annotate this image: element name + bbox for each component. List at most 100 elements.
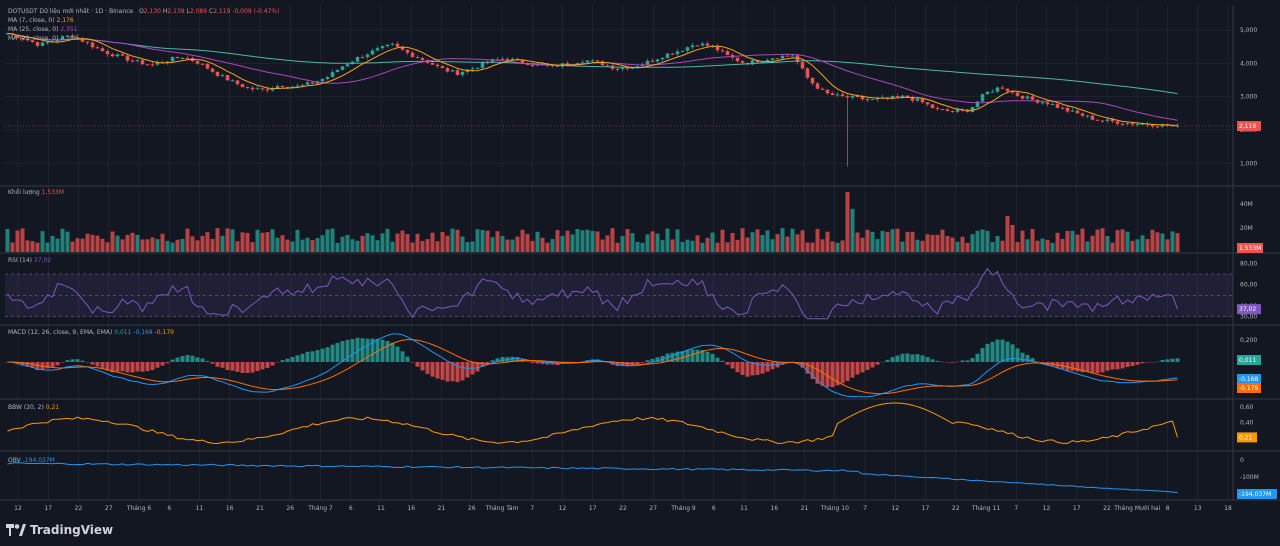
macd-hist-bar bbox=[1125, 362, 1130, 367]
volume-bar bbox=[845, 192, 850, 252]
volume-bar bbox=[295, 229, 300, 252]
ma99-value: 3,266 bbox=[60, 35, 78, 42]
candle-body bbox=[125, 55, 130, 61]
candle-body bbox=[345, 64, 350, 67]
volume-bar bbox=[85, 233, 90, 252]
macd-legend[interactable]: MACD (12, 26, close, 9, EMA, EMA) 0,011 … bbox=[8, 329, 174, 337]
volume-bar bbox=[390, 241, 395, 252]
volume-bar bbox=[600, 239, 605, 252]
candle-body bbox=[370, 50, 375, 55]
macd-histogram bbox=[5, 337, 1180, 388]
volume-bar bbox=[715, 242, 720, 252]
macd-hist-bar bbox=[220, 362, 225, 368]
candle-body bbox=[285, 86, 290, 88]
ma25-legend[interactable]: MA (25, close, 0) 2,351 bbox=[8, 26, 78, 34]
macd-hist-bar bbox=[95, 362, 100, 367]
ma7-label: MA (7, close, 0) bbox=[8, 17, 55, 24]
macd-hist-bar bbox=[800, 362, 805, 368]
volume-bar bbox=[105, 242, 110, 252]
candle-body bbox=[215, 71, 220, 76]
volume-bar bbox=[50, 235, 55, 252]
volume-bar bbox=[540, 237, 545, 252]
volume-bar bbox=[1030, 228, 1035, 252]
volume-bar bbox=[1095, 229, 1100, 252]
obv-label: OBV bbox=[8, 457, 21, 464]
candle-body bbox=[55, 40, 60, 42]
volume-bar bbox=[20, 228, 25, 252]
time-tick: 17 bbox=[44, 505, 52, 512]
candle-body bbox=[375, 48, 380, 51]
bbw-label: BBW (20, 2) bbox=[8, 404, 44, 411]
candle-body bbox=[910, 97, 915, 101]
tradingview-logo[interactable]: TradingView bbox=[6, 523, 113, 537]
volume-bar bbox=[795, 234, 800, 252]
ma99-legend[interactable]: MA (99, close, 0) 3,266 bbox=[8, 35, 78, 43]
volume-bar bbox=[810, 242, 815, 252]
macd-hist-bar bbox=[315, 350, 320, 362]
macd-hist-bar bbox=[85, 361, 90, 363]
candle-body bbox=[305, 82, 310, 85]
macd-hist-bar bbox=[410, 362, 415, 363]
ma7-legend[interactable]: MA (7, close, 0) 2,176 bbox=[8, 17, 74, 25]
rsi-legend[interactable]: RSI (14) 37,02 bbox=[8, 257, 51, 265]
time-tick: Tháng 6 bbox=[126, 505, 152, 512]
macd-hist-bar bbox=[285, 358, 290, 362]
macd-hist-bar bbox=[875, 362, 880, 365]
candle-body bbox=[240, 84, 245, 88]
volume-bar bbox=[955, 241, 960, 252]
volume-bar bbox=[870, 231, 875, 252]
macd-hist-bar bbox=[440, 362, 445, 380]
macd-hist-bar bbox=[295, 355, 300, 362]
obv-legend[interactable]: OBV -194,037M bbox=[8, 457, 55, 465]
macd-hist-bar bbox=[750, 362, 755, 376]
candle-body bbox=[250, 87, 255, 90]
candle-body bbox=[1045, 102, 1050, 105]
volume-legend[interactable]: Khối lượng 1,533M bbox=[8, 189, 64, 197]
time-tick: Tháng 7 bbox=[307, 505, 333, 512]
macd-hist-bar bbox=[210, 362, 215, 364]
volume-bar bbox=[285, 239, 290, 252]
macd-hist-bar bbox=[445, 362, 450, 382]
macd-hist-bar bbox=[690, 349, 695, 362]
volume-bar bbox=[1070, 230, 1075, 252]
volume-bar bbox=[1035, 240, 1040, 252]
time-tick: 22 bbox=[75, 505, 83, 512]
candle-body bbox=[720, 50, 725, 52]
candle-body bbox=[225, 75, 230, 81]
candle-body bbox=[35, 42, 40, 46]
candle-body bbox=[500, 58, 505, 60]
volume-bar bbox=[990, 241, 995, 252]
volume-bar bbox=[1115, 230, 1120, 252]
volume-bar bbox=[840, 240, 845, 252]
candle-body bbox=[510, 58, 515, 61]
volume-bar bbox=[155, 239, 160, 252]
candle-body bbox=[1075, 110, 1080, 114]
bbw-legend[interactable]: BBW (20, 2) 0,21 bbox=[8, 404, 59, 412]
volume-label: Khối lượng bbox=[8, 189, 40, 196]
volume-bar bbox=[995, 236, 1000, 252]
volume-bar bbox=[725, 242, 730, 252]
volume-bar bbox=[385, 228, 390, 252]
volume-bar bbox=[705, 237, 710, 252]
candle-body bbox=[785, 55, 790, 57]
candle-body bbox=[1150, 124, 1155, 127]
candle-body bbox=[280, 85, 285, 87]
candle-body bbox=[1125, 123, 1130, 125]
candle-body bbox=[265, 89, 270, 91]
candle-body bbox=[870, 99, 875, 101]
macd-hist-bar bbox=[885, 359, 890, 362]
macd-hist-bar bbox=[985, 343, 990, 362]
macd-hist-bar bbox=[175, 357, 180, 362]
bbw-tick: 0,60 bbox=[1240, 404, 1254, 411]
macd-hist-bar bbox=[330, 344, 335, 362]
macd-hist-bar bbox=[730, 362, 735, 369]
macd-hist-bar bbox=[1015, 348, 1020, 362]
macd-hist-bar bbox=[320, 348, 325, 362]
candle-body bbox=[75, 37, 80, 39]
volume-bar bbox=[950, 237, 955, 252]
volume-bar bbox=[365, 233, 370, 252]
ohlc-close-label: C bbox=[208, 8, 214, 15]
macd-hist-bar bbox=[770, 362, 775, 370]
volume-bar bbox=[1045, 239, 1050, 252]
